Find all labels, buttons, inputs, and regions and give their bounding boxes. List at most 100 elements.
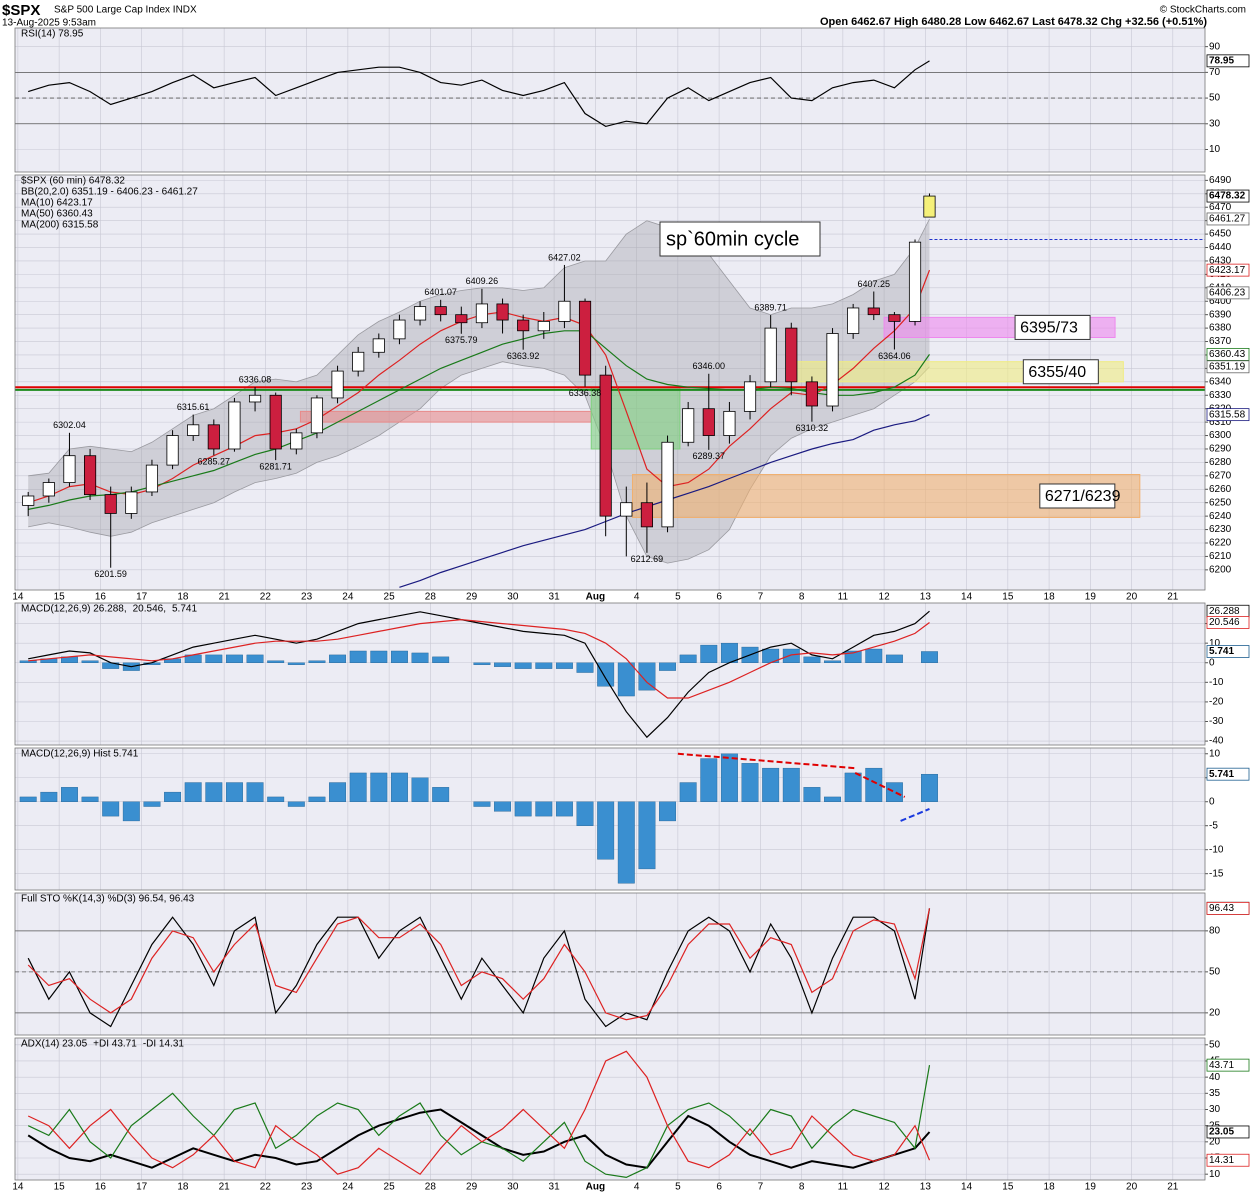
histogram-bar [617,662,635,697]
y-tick-label: 6430 [1209,256,1232,267]
candle-body [702,408,715,436]
bb-upper [28,218,930,477]
y-tick-label: 6270 [1209,470,1232,481]
y-tick-label: 0 [1209,796,1215,807]
value-box [1206,1153,1250,1167]
legend-entry: BB(20,2.0) 6351.19 - 6406.23 - 6461.27 [21,187,198,198]
y-tick-label: 6330 [1209,390,1232,401]
candle-body [558,300,571,322]
histogram-bar [700,644,718,663]
legend-entry: 5.741 [172,604,197,615]
price-label: 6389.71 [754,302,787,312]
y-tick-label: 10 [1209,1169,1221,1180]
value-box [1206,902,1250,915]
x-tick-label: 17 [136,1182,148,1193]
histogram-bar [555,801,573,817]
histogram-bar [679,782,697,802]
indicator-line [28,60,930,128]
histogram-bar [700,758,718,802]
candle-body [764,327,777,383]
histogram-bar [308,796,326,802]
x-tick-label: 28 [425,1182,437,1193]
panel-background [15,28,1205,172]
x-tick-label: 18 [1044,592,1056,603]
candle-body [104,494,117,514]
legend-entry: +DI 43.71 [93,1039,137,1050]
histogram-bar [349,772,367,802]
histogram-bar [921,773,938,802]
candle-body [455,314,468,324]
x-tick-label: 8 [799,1182,805,1193]
price-label: 6363.92 [507,351,540,361]
value-label: 6351.19 [1209,361,1246,372]
y-tick-label: 6240 [1209,511,1232,522]
y-tick-label: 35 [1209,1088,1221,1099]
value-box [1206,54,1250,68]
value-box [1206,1058,1250,1072]
x-tick-label: 4 [634,1182,640,1193]
histogram-bar [576,662,594,673]
candle-body [269,394,282,450]
legend-entry: MA(50) 6360.43 [21,209,93,220]
price-label: 6310.32 [796,423,829,433]
candle-body [475,303,488,324]
candle-body [166,435,179,466]
histogram-bar [473,801,491,807]
histogram-bar [597,801,615,860]
indicator-line [27,1050,931,1175]
histogram-bar [329,782,347,802]
candle-body [805,381,818,407]
candle-body [352,351,365,372]
y-tick-label: 6380 [1209,323,1232,334]
candle-body [578,300,592,376]
y-tick-label: 10 [1209,748,1221,759]
histogram-bar [81,796,99,802]
candle-body [331,370,344,399]
histogram-bar [844,772,862,802]
histogram-bar [267,660,285,663]
x-tick-label: 25 [384,1182,396,1193]
value-box [1206,1125,1250,1139]
histogram-bar [824,660,841,663]
x-tick-label: 25 [384,592,396,603]
x-tick-label: 30 [507,592,519,603]
x-tick-label: 31 [549,592,561,603]
x-tick-label: 13 [920,1182,932,1193]
value-label: 23.05 [1209,1127,1234,1138]
y-tick-label: 30 [1209,1104,1221,1115]
legend-entry: Full STO %K(14,3) %D(3) 96.54, 96.43 [21,894,195,905]
x-tick-label: 15 [1002,592,1014,603]
histogram-bar [514,801,532,817]
value-label: 6315.58 [1209,409,1246,420]
histogram-bar [205,782,223,802]
histogram-bar [225,654,243,663]
value-label: 5.741 [1209,646,1234,657]
value-box [1206,645,1250,658]
value-box [1206,408,1250,422]
indicator-line [28,610,930,739]
callout-box [659,221,821,257]
x-tick-label: 14 [12,592,24,603]
legend-entry: MACD(12,26,9) 26.288, [21,604,127,615]
indicator-line [27,1108,931,1169]
x-tick-label: 16 [95,1182,107,1193]
y-tick-label: 6490 [1209,175,1232,186]
histogram-bar [390,772,408,802]
y-tick-label: 0 [1209,657,1215,668]
x-tick-label: 21 [1167,1182,1179,1193]
histogram-bar [921,651,938,663]
legend-entry: MA(10) 6423.17 [21,198,93,209]
histogram-bar [473,662,491,665]
callout: sp`60min cycle [666,228,799,250]
x-tick-label: 20 [1126,1182,1138,1193]
histogram-bar [19,796,37,802]
histogram-bar [81,660,99,663]
x-tick-label: 17 [136,592,148,603]
y-tick-label: -30 [1209,716,1224,727]
y-tick-label: 30 [1209,118,1221,129]
x-tick-label: Aug [586,1182,605,1193]
zone-label: 6395/73 [1020,320,1078,337]
price-label: 6346.00 [693,361,726,371]
zone-label-box [1014,314,1091,340]
x-tick-label: 18 [177,592,189,603]
